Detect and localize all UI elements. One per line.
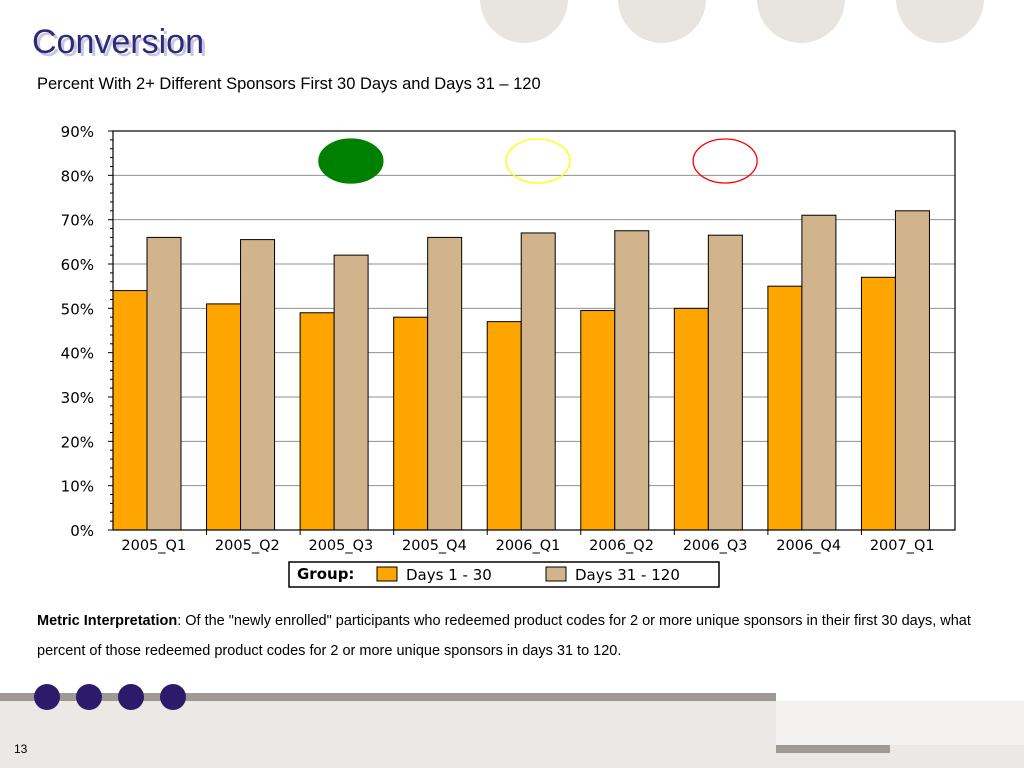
x-tick-label: 2006_Q4 <box>776 538 841 554</box>
plot-frame <box>112 130 956 531</box>
bar-days-31-120-2006_Q1 <box>520 232 556 531</box>
red-status-indicator <box>692 138 758 184</box>
bar-days-1-30-2005_Q4 <box>393 316 429 531</box>
y-tick-label: 40% <box>61 345 94 363</box>
y-tick-label: 30% <box>61 389 94 407</box>
bar-days-31-120-2005_Q2 <box>240 239 276 531</box>
x-tick-label: 2005_Q1 <box>121 538 186 554</box>
legend-label-days-31-120: Days 31 - 120 <box>575 566 680 584</box>
page-number: 13 <box>14 742 28 756</box>
bar-days-1-30-2006_Q4 <box>767 285 803 531</box>
footer-dot-1 <box>34 684 60 710</box>
bar-days-1-30-2006_Q3 <box>673 307 709 531</box>
y-tick-label: 10% <box>61 478 94 496</box>
legend-swatch-days-1-30 <box>376 566 398 582</box>
bar-days-1-30-2007_Q1 <box>860 276 896 531</box>
interpretation-label: Metric Interpretation <box>37 613 178 629</box>
bar-days-1-30-2005_Q1 <box>112 290 148 531</box>
green-status-indicator <box>318 138 384 184</box>
x-tick-label: 2006_Q3 <box>683 538 748 554</box>
bar-days-1-30-2006_Q1 <box>486 321 522 531</box>
y-tick-label: 80% <box>61 167 94 185</box>
x-tick-label: 2007_Q1 <box>870 538 935 554</box>
x-tick-label: 2005_Q2 <box>215 538 280 554</box>
bar-days-1-30-2006_Q2 <box>580 310 616 531</box>
legend-box <box>288 561 720 588</box>
legend-title: Group: <box>297 565 354 583</box>
y-tick-label: 0% <box>70 522 94 540</box>
bar-days-31-120-2006_Q2 <box>614 230 650 531</box>
bar-days-31-120-2005_Q4 <box>427 236 463 531</box>
footer-dot-3 <box>118 684 144 710</box>
x-tick-label: 2005_Q3 <box>308 538 373 554</box>
slide-subtitle: Percent With 2+ Different Sponsors First… <box>37 75 541 93</box>
bar-days-31-120-2005_Q3 <box>333 254 369 531</box>
x-tick-label: 2006_Q2 <box>589 538 654 554</box>
y-tick-label: 50% <box>61 300 94 318</box>
bar-days-31-120-2005_Q1 <box>146 236 182 531</box>
bar-days-31-120-2007_Q1 <box>894 210 930 531</box>
footer-bar-short <box>776 745 890 753</box>
bar-chart: 0% 10% 20% 30% 40% 50% 60% 70% 80% 90% 2005_Q1 2005… <box>61 123 956 588</box>
bar-days-1-30-2005_Q3 <box>299 312 335 531</box>
footer-dot-2 <box>76 684 102 710</box>
metric-interpretation: Metric Interpretation: Of the "newly enr… <box>37 606 987 666</box>
slide-title: Conversion <box>32 23 204 61</box>
legend-swatch-days-31-120 <box>545 566 567 582</box>
bar-days-31-120-2006_Q4 <box>801 214 837 531</box>
y-tick-label: 20% <box>61 433 94 451</box>
footer-dot-4 <box>160 684 186 710</box>
slide-title-shadow: Conversion <box>35 26 207 64</box>
yellow-status-indicator <box>505 138 571 184</box>
footer-bar <box>0 693 776 701</box>
y-tick-label: 90% <box>61 123 94 141</box>
footer-panel-accent <box>776 701 1024 745</box>
bar-days-31-120-2006_Q3 <box>707 234 743 531</box>
y-tick-label: 70% <box>61 212 94 230</box>
bar-days-1-30-2005_Q2 <box>206 303 242 531</box>
legend-label-days-1-30: Days 1 - 30 <box>406 566 492 584</box>
x-tick-label: 2005_Q4 <box>402 538 467 554</box>
y-tick-label: 60% <box>61 256 94 274</box>
x-tick-label: 2006_Q1 <box>496 538 561 554</box>
interpretation-text: : Of the "newly enrolled" participants w… <box>37 613 971 659</box>
